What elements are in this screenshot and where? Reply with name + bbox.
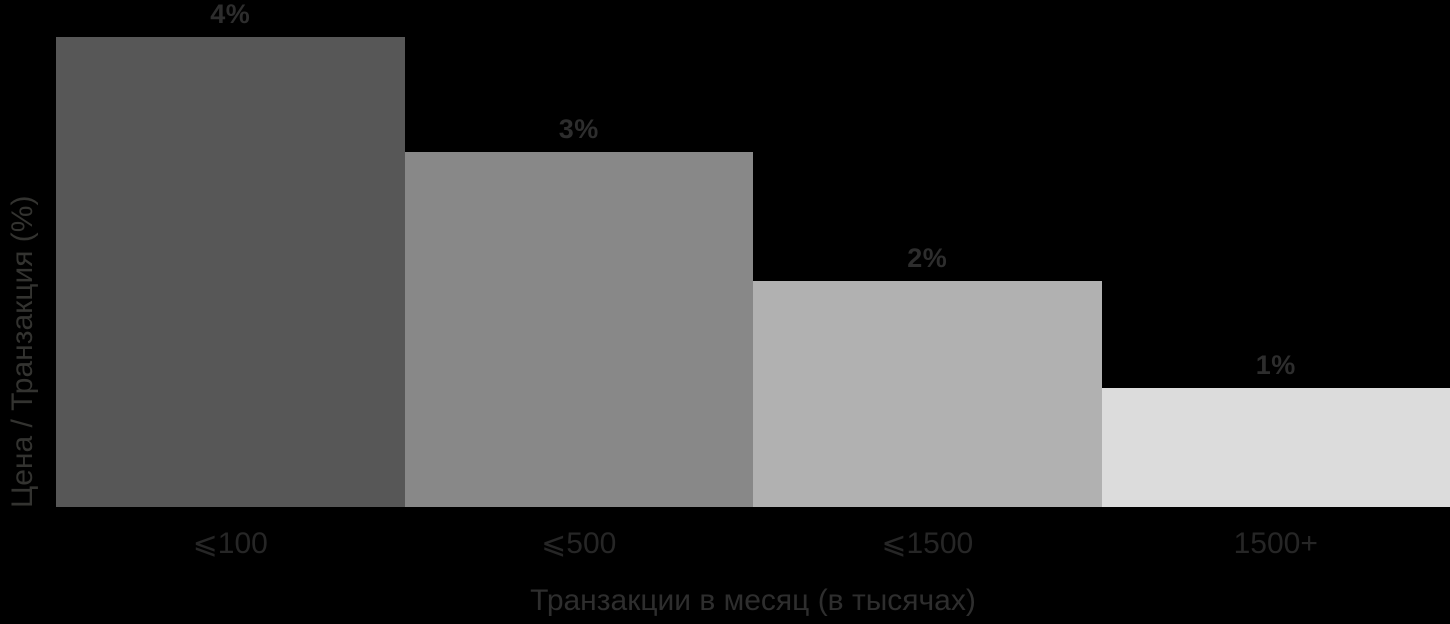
bar <box>56 36 405 507</box>
x-tick-label: ⩽500 <box>541 527 617 560</box>
bar-value-label: 2% <box>907 243 948 274</box>
bar-group: 4% <box>56 0 405 507</box>
bar-value-label: 3% <box>558 114 599 145</box>
bar-value-label: 1% <box>1255 350 1296 381</box>
y-axis-title: Цена / Транзакция (%) <box>6 195 39 508</box>
bar-group: 3% <box>404 0 753 507</box>
x-axis-ticks: ⩽100 ⩽500 ⩽1500 1500+ <box>56 527 1450 560</box>
bar <box>404 152 753 507</box>
bar-group: 1% <box>1101 0 1450 507</box>
plot-area: 4% 3% 2% 1% <box>56 0 1450 507</box>
x-tick-label: 1500+ <box>1233 527 1318 560</box>
bar-group: 2% <box>753 0 1102 507</box>
bar <box>753 281 1102 507</box>
bar <box>1101 388 1450 507</box>
bar-value-label: 4% <box>210 0 251 29</box>
x-axis-title: Транзакции в месяц (в тысячах) <box>530 584 976 617</box>
x-tick-label: ⩽100 <box>192 527 268 560</box>
x-tick-label: ⩽1500 <box>881 527 974 560</box>
